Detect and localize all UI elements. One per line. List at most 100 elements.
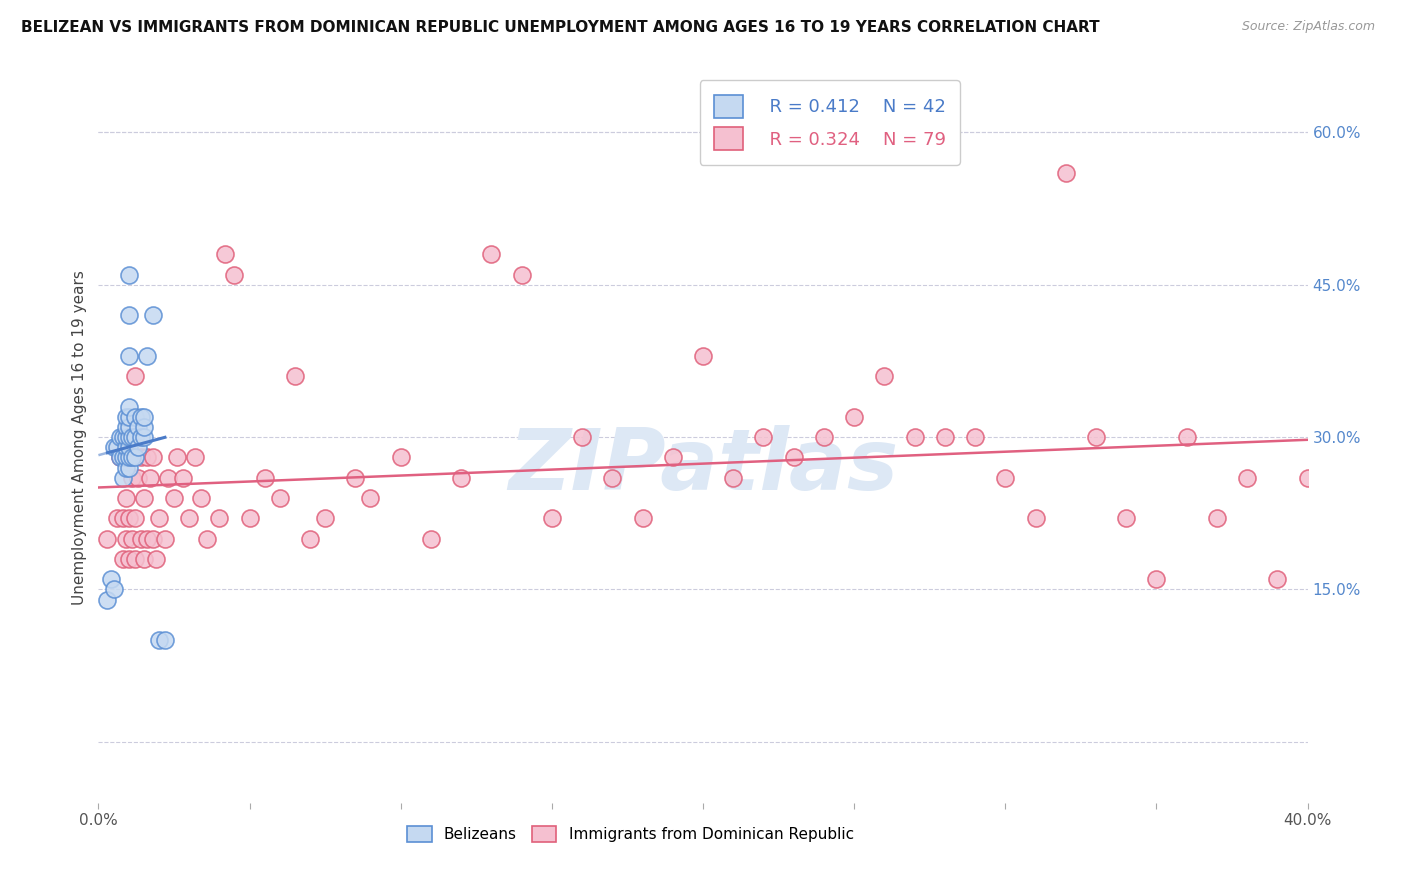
- Point: [723, 471, 745, 485]
- Point: [108, 450, 131, 465]
- Point: [132, 552, 155, 566]
- Point: [752, 430, 775, 444]
- Point: [129, 532, 152, 546]
- Point: [631, 511, 654, 525]
- Point: [108, 450, 131, 465]
- Point: [96, 592, 118, 607]
- Point: [253, 471, 276, 485]
- Text: ZIPatlas: ZIPatlas: [508, 425, 898, 508]
- Point: [813, 430, 835, 444]
- Point: [1236, 471, 1258, 485]
- Point: [114, 532, 136, 546]
- Point: [179, 511, 201, 525]
- Point: [156, 471, 179, 485]
- Point: [118, 440, 141, 454]
- Point: [129, 450, 152, 465]
- Point: [172, 471, 194, 485]
- Point: [111, 552, 134, 566]
- Point: [129, 409, 152, 424]
- Point: [571, 430, 593, 444]
- Point: [118, 268, 141, 282]
- Point: [105, 440, 128, 454]
- Point: [105, 511, 128, 525]
- Point: [195, 532, 218, 546]
- Point: [844, 409, 866, 424]
- Point: [121, 430, 143, 444]
- Point: [124, 430, 146, 444]
- Point: [299, 532, 322, 546]
- Point: [118, 409, 141, 424]
- Point: [132, 420, 155, 434]
- Point: [118, 430, 141, 444]
- Point: [994, 471, 1017, 485]
- Point: [118, 420, 141, 434]
- Text: Source: ZipAtlas.com: Source: ZipAtlas.com: [1241, 20, 1375, 33]
- Point: [114, 409, 136, 424]
- Point: [224, 268, 246, 282]
- Point: [163, 491, 186, 505]
- Point: [166, 450, 188, 465]
- Point: [360, 491, 382, 505]
- Point: [1115, 511, 1137, 525]
- Point: [208, 511, 231, 525]
- Point: [481, 247, 503, 261]
- Point: [124, 409, 146, 424]
- Point: [127, 471, 149, 485]
- Text: BELIZEAN VS IMMIGRANTS FROM DOMINICAN REPUBLIC UNEMPLOYMENT AMONG AGES 16 TO 19 : BELIZEAN VS IMMIGRANTS FROM DOMINICAN RE…: [21, 20, 1099, 35]
- Point: [121, 532, 143, 546]
- Point: [127, 440, 149, 454]
- Point: [142, 450, 165, 465]
- Point: [129, 430, 152, 444]
- Point: [661, 450, 683, 465]
- Point: [118, 349, 141, 363]
- Point: [420, 532, 443, 546]
- Point: [1144, 572, 1167, 586]
- Point: [344, 471, 367, 485]
- Point: [114, 450, 136, 465]
- Point: [540, 511, 562, 525]
- Point: [450, 471, 472, 485]
- Point: [1206, 511, 1229, 525]
- Point: [214, 247, 236, 261]
- Point: [103, 582, 125, 597]
- Point: [118, 430, 141, 444]
- Point: [118, 460, 141, 475]
- Point: [692, 349, 714, 363]
- Point: [100, 572, 122, 586]
- Point: [111, 511, 134, 525]
- Point: [114, 491, 136, 505]
- Point: [114, 430, 136, 444]
- Point: [114, 460, 136, 475]
- Point: [1024, 511, 1046, 525]
- Point: [132, 491, 155, 505]
- Point: [153, 532, 176, 546]
- Point: [904, 430, 927, 444]
- Y-axis label: Unemployment Among Ages 16 to 19 years: Unemployment Among Ages 16 to 19 years: [72, 269, 87, 605]
- Point: [1267, 572, 1289, 586]
- Point: [114, 440, 136, 454]
- Legend: Belizeans, Immigrants from Dominican Republic: Belizeans, Immigrants from Dominican Rep…: [399, 818, 862, 850]
- Point: [1296, 471, 1319, 485]
- Point: [114, 450, 136, 465]
- Point: [510, 268, 533, 282]
- Point: [96, 532, 118, 546]
- Point: [1054, 166, 1077, 180]
- Point: [153, 633, 176, 648]
- Point: [124, 511, 146, 525]
- Point: [124, 450, 146, 465]
- Point: [142, 532, 165, 546]
- Point: [103, 440, 125, 454]
- Point: [111, 430, 134, 444]
- Point: [239, 511, 262, 525]
- Point: [127, 420, 149, 434]
- Point: [142, 308, 165, 322]
- Point: [132, 430, 155, 444]
- Point: [145, 552, 167, 566]
- Point: [135, 532, 157, 546]
- Point: [111, 471, 134, 485]
- Point: [118, 511, 141, 525]
- Point: [1085, 430, 1108, 444]
- Point: [269, 491, 291, 505]
- Point: [602, 471, 624, 485]
- Point: [121, 450, 143, 465]
